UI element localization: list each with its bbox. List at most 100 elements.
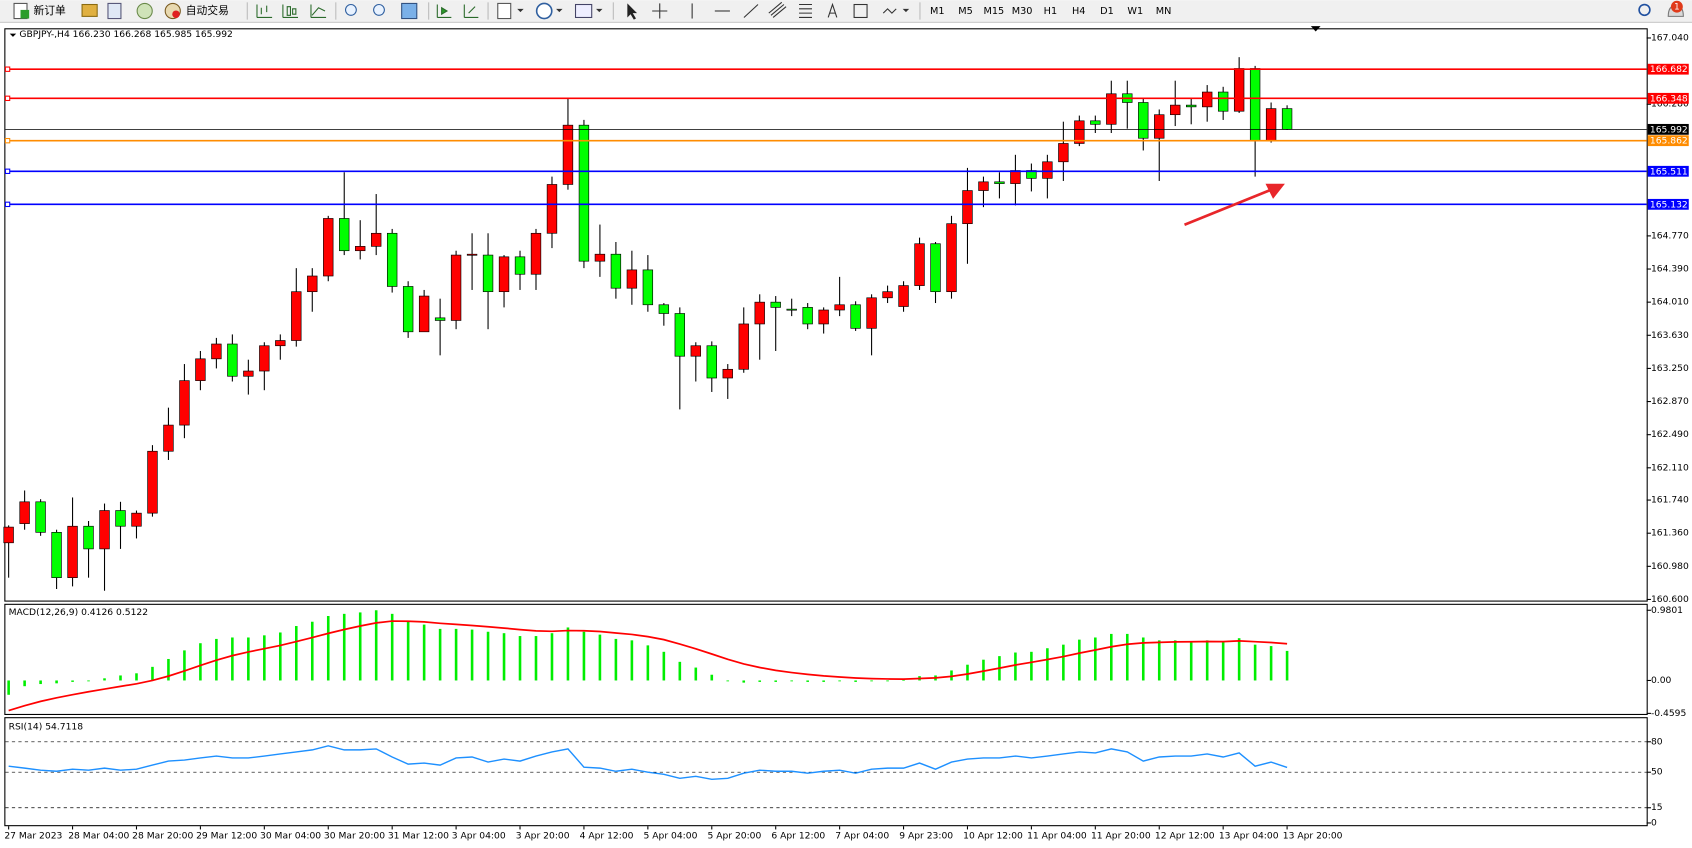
- macd-bar: [694, 667, 698, 681]
- icon[interactable]: [282, 4, 299, 19]
- candle-body: [674, 313, 686, 357]
- candle-body: [227, 343, 238, 377]
- icon[interactable]: [310, 4, 327, 19]
- macd-bar: [886, 680, 889, 682]
- level-handle[interactable]: [4, 137, 11, 144]
- icon[interactable]: [535, 2, 553, 20]
- icon[interactable]: [799, 3, 812, 19]
- search-icon[interactable]: [1638, 3, 1651, 17]
- y-tick-label: 161.360: [1651, 528, 1689, 539]
- timeframe-button[interactable]: H4: [1072, 6, 1085, 17]
- icon[interactable]: [574, 3, 593, 19]
- candle-body: [1170, 104, 1181, 116]
- level-label-bg: [1647, 63, 1689, 75]
- dropdown[interactable]: [517, 8, 524, 13]
- icon[interactable]: [827, 2, 838, 18]
- macd-bar: [263, 635, 266, 681]
- icon[interactable]: [344, 3, 357, 16]
- x-tick-label: 13 Apr 04:00: [1219, 830, 1279, 841]
- candle-body: [386, 232, 398, 287]
- candle-body: [690, 345, 701, 357]
- chart-area: [0, 23, 1692, 848]
- icon[interactable]: [882, 8, 897, 14]
- candle-body: [1202, 91, 1213, 108]
- macd-bar: [71, 680, 74, 682]
- timeframe-button[interactable]: MN: [1156, 6, 1172, 17]
- icon[interactable]: [768, 1, 787, 18]
- macd-bar: [614, 638, 618, 681]
- pane-title: MACD(12,26,9) 0.4126 0.5122: [9, 607, 148, 618]
- macd-bar: [279, 632, 282, 681]
- macd-bar: [326, 615, 330, 681]
- icon[interactable]: [853, 3, 868, 19]
- icon[interactable]: [436, 4, 452, 19]
- timeframe-button[interactable]: M1: [930, 6, 945, 17]
- macd-bar: [1125, 633, 1129, 681]
- arrow-head: [1265, 183, 1285, 199]
- dropdown[interactable]: [902, 8, 910, 13]
- macd-bar: [854, 680, 857, 682]
- level-handle[interactable]: [4, 66, 11, 72]
- dropdown[interactable]: [596, 8, 603, 13]
- level-handle[interactable]: [4, 201, 11, 208]
- level-handle[interactable]: [4, 95, 11, 102]
- x-tick-label: 12 Apr 12:00: [1155, 830, 1215, 841]
- macd-bar: [822, 680, 825, 682]
- candle-body: [1090, 120, 1101, 125]
- chart-title: GBPJPY-,H4 166.230 166.268 165.985 165.9…: [19, 29, 232, 40]
- timeframe-button[interactable]: W1: [1127, 6, 1143, 17]
- candle-body: [163, 424, 174, 452]
- level-label: 165.862: [1650, 136, 1688, 147]
- icon: [20, 9, 30, 19]
- auto-trading-button[interactable]: 自动交易: [164, 2, 229, 20]
- timeframe-button[interactable]: D1: [1100, 6, 1114, 17]
- icon[interactable]: [652, 3, 668, 19]
- level-handle[interactable]: [4, 168, 11, 174]
- macd-bar: [342, 613, 346, 681]
- timeframe-button[interactable]: M30: [1012, 6, 1033, 17]
- icon[interactable]: [136, 2, 153, 20]
- icon[interactable]: [401, 2, 418, 20]
- y-tick-label: 162.110: [1651, 462, 1689, 473]
- macd-bar: [247, 637, 250, 681]
- x-tick-label: 3 Apr 20:00: [516, 830, 570, 841]
- icon[interactable]: [743, 4, 759, 18]
- arrow-shaft: [1184, 188, 1271, 227]
- icon[interactable]: [373, 3, 385, 16]
- y-tick-label: 160.980: [1651, 561, 1689, 572]
- icon[interactable]: [627, 3, 638, 20]
- icon[interactable]: [107, 2, 122, 20]
- candle-body: [626, 269, 638, 289]
- x-tick-label: 11 Apr 04:00: [1027, 830, 1087, 841]
- candle-body: [1074, 120, 1085, 144]
- candle-body: [51, 532, 62, 578]
- level-label-bg: [1647, 165, 1689, 177]
- timeframe-button[interactable]: M5: [958, 6, 973, 17]
- new-order-button[interactable]: 新订单: [13, 2, 66, 20]
- chart-shift-marker[interactable]: [1310, 26, 1321, 32]
- macd-bar: [1189, 641, 1193, 681]
- icon[interactable]: [81, 3, 98, 17]
- macd-bar: [806, 680, 809, 682]
- button-label: 自动交易: [186, 4, 229, 17]
- macd-bar: [870, 680, 873, 682]
- rsi-line: [8, 745, 1288, 781]
- dropdown[interactable]: [556, 8, 563, 13]
- macd-bar: [103, 678, 106, 681]
- candle-body: [35, 501, 46, 533]
- level-label: 166.348: [1650, 93, 1688, 104]
- macd-bar: [183, 650, 186, 681]
- icon[interactable]: [497, 2, 512, 20]
- timeframe-button[interactable]: M15: [983, 6, 1004, 17]
- macd-pane-frame: [4, 603, 1648, 715]
- pane-title: RSI(14) 54.7118: [9, 721, 84, 732]
- candle-body: [307, 275, 318, 293]
- candle-body: [115, 510, 126, 527]
- level-label-bg: [1647, 198, 1689, 210]
- icon[interactable]: [463, 4, 479, 19]
- icon[interactable]: [256, 4, 273, 19]
- macd-bar: [199, 643, 202, 681]
- timeframe-button[interactable]: H1: [1044, 6, 1057, 17]
- candle-body: [914, 243, 925, 286]
